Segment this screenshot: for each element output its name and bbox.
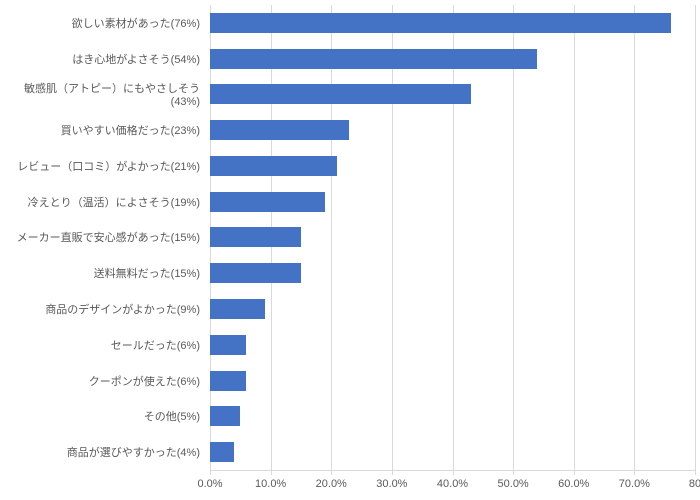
bar-row <box>210 434 695 470</box>
bar <box>210 299 265 319</box>
x-tick <box>271 470 272 475</box>
bar-row <box>210 5 695 41</box>
y-axis-label: 買いやすい価格だった(23%) <box>0 112 205 148</box>
x-axis-label: 70.0% <box>619 478 650 490</box>
x-tick <box>453 470 454 475</box>
y-axis-label: 冷えとり（温活）によさそう(19%) <box>0 184 205 220</box>
bar-row <box>210 327 695 363</box>
y-axis-labels: 欲しい素材があった(76%)はき心地がよさそう(54%)敏感肌（アトピー）にもや… <box>0 5 205 470</box>
x-tick <box>513 470 514 475</box>
bar-row <box>210 255 695 291</box>
bar-row <box>210 41 695 77</box>
bar <box>210 335 246 355</box>
x-axis-label: 80 <box>689 478 700 490</box>
x-tick <box>634 470 635 475</box>
bar <box>210 442 234 462</box>
x-tick <box>392 470 393 475</box>
bar-row <box>210 148 695 184</box>
bar-row <box>210 220 695 256</box>
y-axis-label: 欲しい素材があった(76%) <box>0 5 205 41</box>
plot-area <box>210 5 695 470</box>
bar <box>210 227 301 247</box>
x-tick <box>210 470 211 475</box>
y-axis-label: 商品が選びやすかった(4%) <box>0 434 205 470</box>
x-tick <box>574 470 575 475</box>
gridline <box>695 5 696 470</box>
bar <box>210 192 325 212</box>
y-axis-label: 送料無料だった(15%) <box>0 255 205 291</box>
y-axis-label: 敏感肌（アトピー）にもやさしそう(43%) <box>0 77 205 113</box>
bar <box>210 49 537 69</box>
x-axis-label: 60.0% <box>558 478 589 490</box>
bar <box>210 120 349 140</box>
chart-container: 欲しい素材があった(76%)はき心地がよさそう(54%)敏感肌（アトピー）にもや… <box>0 0 700 500</box>
bars-group <box>210 5 695 470</box>
bar <box>210 371 246 391</box>
x-axis-label: 0.0% <box>197 478 222 490</box>
x-axis-label: 30.0% <box>376 478 407 490</box>
y-axis-label: クーポンが使えた(6%) <box>0 363 205 399</box>
y-axis-label: はき心地がよさそう(54%) <box>0 41 205 77</box>
bar-row <box>210 398 695 434</box>
bar <box>210 84 471 104</box>
bar <box>210 263 301 283</box>
bar <box>210 406 240 426</box>
bar-row <box>210 184 695 220</box>
bar-row <box>210 112 695 148</box>
y-axis-label: セールだった(6%) <box>0 327 205 363</box>
bar-row <box>210 77 695 113</box>
bar <box>210 13 671 33</box>
y-axis-label: レビュー（口コミ）がよかった(21%) <box>0 148 205 184</box>
x-axis-label: 10.0% <box>255 478 286 490</box>
x-tick <box>331 470 332 475</box>
bar-row <box>210 363 695 399</box>
x-axis: 0.0%10.0%20.0%30.0%40.0%50.0%60.0%70.0%8… <box>210 470 695 495</box>
bar <box>210 156 337 176</box>
x-axis-label: 50.0% <box>498 478 529 490</box>
y-axis-label: メーカー直販で安心感があった(15%) <box>0 220 205 256</box>
x-axis-label: 40.0% <box>437 478 468 490</box>
y-axis-label: 商品のデザインがよかった(9%) <box>0 291 205 327</box>
bar-row <box>210 291 695 327</box>
x-tick <box>695 470 696 475</box>
x-axis-label: 20.0% <box>316 478 347 490</box>
y-axis-label: その他(5%) <box>0 398 205 434</box>
